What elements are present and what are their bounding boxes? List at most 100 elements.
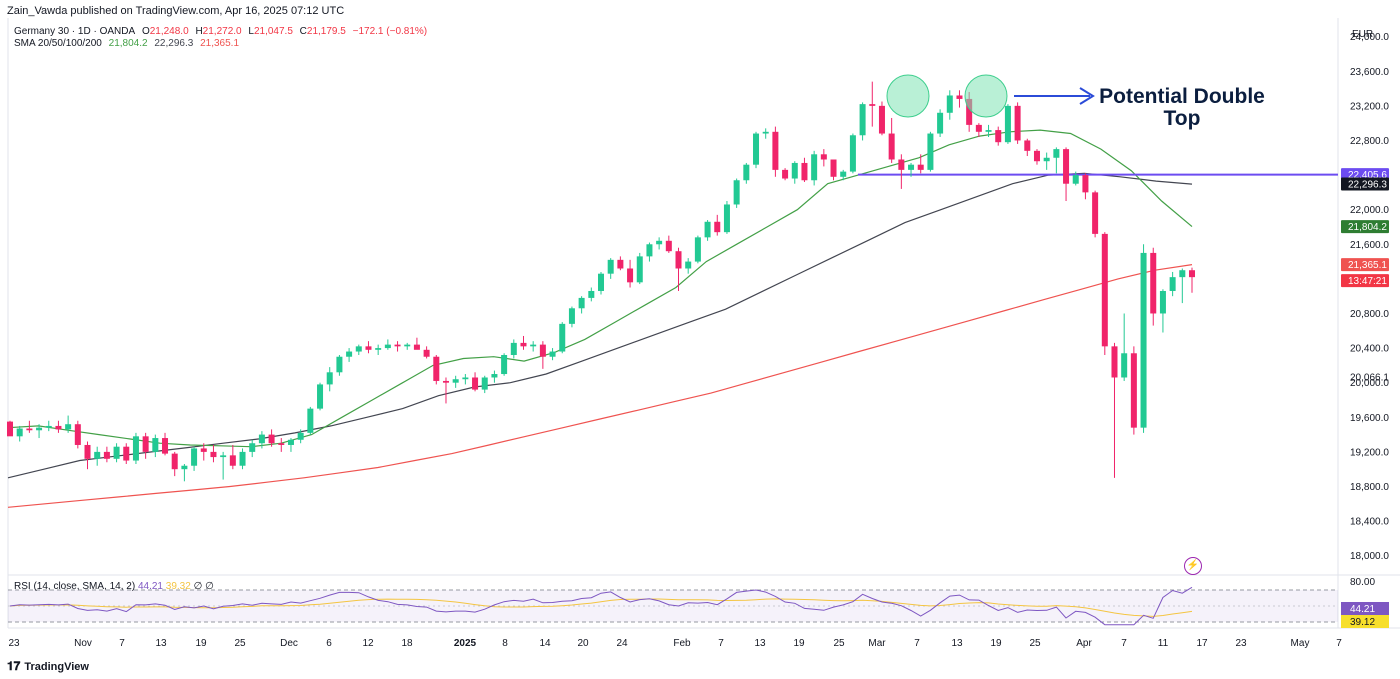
candle-body bbox=[1111, 346, 1118, 378]
symbol-label: Germany 30 · 1D · OANDA bbox=[14, 26, 136, 37]
candle-body bbox=[278, 443, 285, 445]
x-tick-label: 23 bbox=[1235, 638, 1247, 649]
rsi-badge bbox=[1341, 602, 1389, 615]
chart-header: Zain_Vawda published on TradingView.com,… bbox=[0, 0, 1400, 20]
x-tick-label: 7 bbox=[1336, 638, 1342, 649]
candle-body bbox=[1159, 290, 1166, 314]
x-tick-label: 7 bbox=[914, 638, 920, 649]
candle-body bbox=[1169, 277, 1176, 291]
y-tick-label: 18,800.0 bbox=[1350, 482, 1389, 493]
candle-body bbox=[811, 154, 818, 181]
candle-body bbox=[326, 372, 333, 385]
currency-label[interactable]: EUR bbox=[1352, 29, 1374, 40]
high-number: 21,272.0 bbox=[202, 26, 242, 37]
price-badge-label: 22,296.3 bbox=[1348, 180, 1387, 191]
candle-body bbox=[375, 348, 382, 350]
candle-body bbox=[94, 451, 101, 459]
candle-body bbox=[520, 342, 527, 347]
sma-legend[interactable]: SMA 20/50/100/200 21,804.2 22,296.3 21,3… bbox=[14, 38, 243, 49]
y-tick-label: 22,800.0 bbox=[1350, 136, 1389, 147]
annotation-line-1: Potential Double bbox=[1099, 85, 1265, 108]
x-tick-label: 20 bbox=[577, 638, 589, 649]
sma20-line bbox=[7, 129, 1193, 448]
candle-body bbox=[1140, 252, 1147, 428]
change-value: −172.1 (−0.81%) bbox=[352, 26, 428, 37]
rsi-legend[interactable]: RSI (14, close, SMA, 14, 2) 44.21 39.32 … bbox=[14, 581, 214, 592]
ohlc-legend[interactable]: Germany 30 · 1D · OANDA O21,248.0 H21,27… bbox=[14, 26, 431, 37]
candle-body bbox=[1014, 105, 1021, 141]
rsi-badge-label: 44.21 bbox=[1350, 604, 1375, 615]
candle-body bbox=[452, 379, 459, 383]
rsi-label-text: RSI (14, close, SMA, 14, 2) bbox=[14, 581, 136, 592]
price-badge bbox=[1341, 220, 1389, 234]
candle-body bbox=[394, 344, 401, 347]
x-tick-label: 25 bbox=[833, 638, 845, 649]
candle-body bbox=[442, 380, 449, 383]
candle-body bbox=[937, 112, 944, 134]
rsi-line bbox=[9, 586, 1193, 626]
x-tick-label: Feb bbox=[673, 638, 691, 649]
x-tick-label: Mar bbox=[868, 638, 886, 649]
candle-body bbox=[336, 356, 343, 373]
candle-body bbox=[249, 443, 256, 452]
candle-body bbox=[675, 251, 682, 269]
candle-body bbox=[723, 204, 730, 233]
candle-body bbox=[1121, 353, 1128, 378]
candle-body bbox=[6, 421, 14, 437]
price-badge bbox=[1341, 177, 1389, 191]
lightning-icon[interactable]: ⚡ bbox=[1184, 557, 1202, 575]
sma20-value: 21,804.2 bbox=[108, 38, 148, 49]
y-tick-label: 18,000.0 bbox=[1350, 551, 1389, 562]
candle-body bbox=[1053, 149, 1060, 158]
x-tick-label: 19 bbox=[793, 638, 805, 649]
candle-body bbox=[239, 451, 246, 466]
candle-body bbox=[171, 453, 178, 470]
candle-body bbox=[849, 135, 856, 172]
candle-body bbox=[801, 162, 808, 181]
sma100-line bbox=[7, 264, 1193, 508]
x-tick-label: 7 bbox=[718, 638, 724, 649]
x-tick-label: 8 bbox=[502, 638, 508, 649]
candle-body bbox=[743, 164, 750, 181]
candle-body bbox=[1004, 105, 1011, 143]
candle-body bbox=[694, 237, 701, 262]
tradingview-logo[interactable]: 𝟏𝟕 TradingView bbox=[7, 659, 89, 674]
x-tick-label: 19 bbox=[195, 638, 207, 649]
candle-body bbox=[1063, 149, 1070, 184]
candle-body bbox=[103, 451, 110, 459]
candle-body bbox=[1101, 233, 1108, 347]
candle-body bbox=[597, 273, 605, 291]
candle-body bbox=[1043, 157, 1050, 162]
candle-body bbox=[45, 425, 52, 428]
candle-body bbox=[181, 465, 188, 470]
candle-body bbox=[191, 448, 198, 466]
y-tick-label: 20,800.0 bbox=[1350, 309, 1389, 320]
candle-body bbox=[1188, 270, 1196, 278]
candle-body bbox=[1092, 192, 1099, 234]
rsi-extra: ∅ ∅ bbox=[193, 581, 214, 592]
candle-body bbox=[84, 444, 91, 459]
candle-body bbox=[578, 297, 585, 309]
price-badge-label: 21,365.1 bbox=[1348, 260, 1387, 271]
candle-body bbox=[549, 351, 556, 357]
open-label: O bbox=[141, 26, 150, 37]
sma100-value: 21,365.1 bbox=[200, 38, 240, 49]
candle-body bbox=[229, 455, 236, 466]
candle-body bbox=[646, 244, 653, 257]
candle-body bbox=[791, 162, 798, 179]
x-tick-label: 2025 bbox=[454, 638, 477, 649]
candle-body bbox=[985, 130, 992, 132]
low-number: 21,047.5 bbox=[253, 26, 293, 37]
price-badge-label: 21,804.2 bbox=[1348, 222, 1387, 233]
open-number: 21,248.0 bbox=[149, 26, 189, 37]
candle-body bbox=[472, 377, 479, 390]
x-tick-label: 25 bbox=[234, 638, 246, 649]
candle-body bbox=[297, 432, 304, 440]
candle-body bbox=[317, 384, 324, 409]
x-tick-label: Apr bbox=[1076, 638, 1092, 649]
x-tick-label: 13 bbox=[754, 638, 766, 649]
sma50-line bbox=[7, 172, 1193, 479]
x-tick-label: 24 bbox=[616, 638, 628, 649]
candle-body bbox=[927, 133, 934, 170]
